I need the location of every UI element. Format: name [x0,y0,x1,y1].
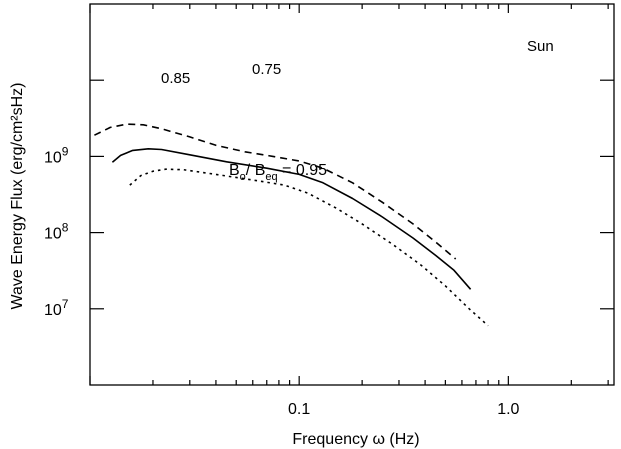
ratio-value: = 0.95 [278,162,327,179]
plot-frame [89,3,615,386]
sun-label: Sun [527,38,554,55]
y-tick-label: 109 [44,144,69,166]
curve-dashed [94,123,457,260]
x-axis-label: Frequency ω (Hz) [292,431,419,448]
ratio-slash-b: / B [246,162,266,179]
y-tick-base: 10 [44,226,62,243]
ratio-b: B [229,162,240,179]
y-tick-exponent: 8 [62,221,69,235]
x-tick-label: 1.0 [497,401,519,418]
y-tick-label: 108 [44,221,69,243]
ratio-label: Bo/ Beq = 0.95 [229,162,327,183]
x-tick-labels: 0.1 1.0 [288,401,520,418]
curve-label-0.85: 0.85 [161,70,190,87]
y-tick-base: 10 [44,302,62,319]
curve-label-0.75: 0.75 [252,61,281,78]
curve-dotted [129,168,489,327]
curves [94,123,489,327]
ratio-sub-eq: eq [265,171,277,183]
y-tick-exponent: 7 [62,297,69,311]
y-tick-label: 107 [44,297,69,319]
curve-solid [111,148,472,290]
y-axis-label: Wave Energy Flux (erg/cm²sHz) [9,83,26,310]
ratio-sub-o: o [240,171,246,183]
x-tick-label: 0.1 [288,401,310,418]
y-tick-base: 10 [44,149,62,166]
y-tick-exponent: 9 [62,144,69,158]
axis-ticks [89,4,614,385]
